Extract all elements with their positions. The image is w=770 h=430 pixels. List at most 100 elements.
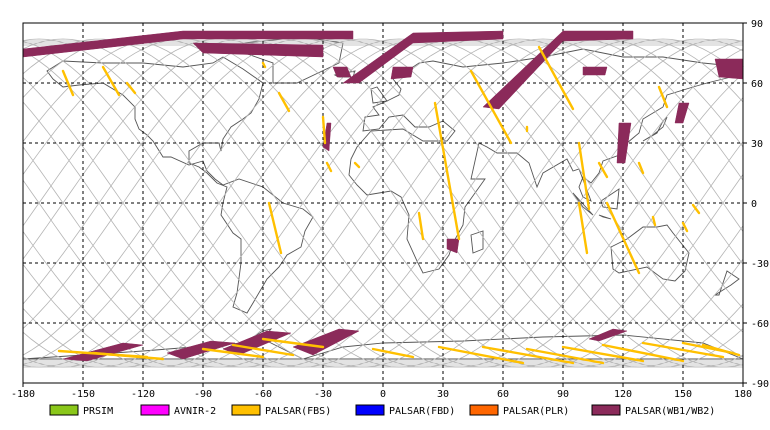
fbs-swath — [267, 201, 283, 255]
x-tick-label: -150 — [71, 389, 95, 400]
palsar-wb-swaths — [22, 30, 744, 362]
legend-label: AVNIR-2 — [174, 406, 216, 417]
fbs-swath — [651, 215, 657, 227]
x-tick-label: 150 — [674, 389, 692, 400]
x-tick-label: 90 — [557, 389, 569, 400]
fbs-swath — [469, 69, 513, 145]
orbit-track — [22, 38, 744, 368]
legend-label: PALSAR(FBS) — [265, 406, 331, 417]
fbs-swath — [601, 343, 685, 363]
x-tick-label: -180 — [11, 389, 35, 400]
legend-item: AVNIR-2 — [140, 404, 216, 417]
fbs-swath — [641, 341, 725, 359]
graticule-grid — [23, 23, 743, 383]
fbs-swath — [261, 337, 325, 349]
legend-swatch — [469, 404, 499, 416]
legend: PRSIM AVNIR-2 PALSAR(FBS) PALSAR(FBD) PALSAR… — [49, 404, 715, 417]
fbs-swath — [353, 161, 361, 169]
latitude-tick-labels: 90 60 30 0 -30 -60 -90 — [743, 19, 769, 390]
coastline — [598, 214, 612, 220]
x-tick-label: 60 — [497, 389, 509, 400]
legend-swatch — [591, 404, 621, 416]
wb-swath — [292, 328, 360, 356]
fbs-swath — [605, 201, 641, 275]
wb-swath — [582, 66, 608, 76]
fbs-swath — [637, 161, 645, 175]
coastline — [46, 56, 314, 314]
legend-label: PALSAR(WB1/WB2) — [625, 406, 715, 417]
x-tick-label: -60 — [254, 389, 272, 400]
y-tick-label: 60 — [751, 79, 763, 90]
wb-swath — [166, 340, 236, 360]
fbs-swath — [681, 221, 689, 233]
fbs-swath — [537, 45, 575, 111]
coastline — [713, 270, 740, 296]
orbit-track — [22, 38, 744, 368]
wb-swath — [62, 342, 144, 362]
wb-swath — [446, 238, 460, 254]
legend-item: PALSAR(PLR) — [469, 404, 569, 417]
x-tick-label: 180 — [734, 389, 752, 400]
fbs-swath — [91, 351, 165, 361]
fbs-swath — [231, 343, 295, 357]
y-tick-label: -90 — [751, 379, 769, 390]
legend-item: PALSAR(WB1/WB2) — [591, 404, 715, 417]
fbs-swath — [481, 345, 575, 365]
wb-swath — [674, 102, 690, 124]
y-tick-label: -60 — [751, 319, 769, 330]
fbs-swath — [325, 161, 333, 173]
coastline — [610, 224, 690, 282]
legend-label: PALSAR(PLR) — [503, 406, 569, 417]
wb-swath — [588, 328, 628, 342]
wb-swath — [714, 58, 744, 80]
longitude-tick-labels: -180 -150 -120 -90 -60 -30 0 30 60 90 120 150 180 — [11, 383, 752, 400]
fbs-swath — [261, 61, 267, 69]
coastline — [370, 86, 388, 104]
fbs-swath — [321, 115, 327, 145]
coastline — [470, 230, 484, 254]
x-tick-label: 120 — [614, 389, 632, 400]
x-tick-label: 30 — [437, 389, 449, 400]
wb-swath — [192, 42, 324, 58]
y-tick-label: 30 — [751, 139, 763, 150]
legend-swatch — [49, 404, 79, 416]
x-tick-label: -120 — [131, 389, 155, 400]
fbs-swath — [101, 65, 121, 97]
x-tick-label: -30 — [314, 389, 332, 400]
fbs-swath — [437, 345, 525, 365]
legend-item: PRSIM — [49, 404, 113, 417]
palsar-fbs-swaths — [57, 45, 741, 365]
x-tick-label: -90 — [194, 389, 212, 400]
fbs-swath — [577, 141, 591, 211]
legend-item: PALSAR(FBS) — [231, 404, 331, 417]
fbs-swath — [597, 161, 609, 179]
fbs-swath — [691, 203, 701, 215]
coastline — [348, 48, 744, 274]
legend-swatch — [355, 404, 385, 416]
legend-label: PALSAR(FBD) — [389, 406, 455, 417]
wb-swath — [342, 30, 504, 84]
fbs-swath — [577, 201, 589, 255]
fbs-swath — [433, 101, 461, 241]
fbs-swath — [417, 211, 425, 241]
fbs-swath — [61, 69, 75, 97]
fbs-swath — [701, 343, 741, 357]
wb-swath — [332, 66, 352, 78]
fbs-swath — [277, 91, 291, 113]
y-tick-label: -30 — [751, 259, 769, 270]
fbs-swath — [125, 81, 137, 95]
fbs-swath — [201, 347, 265, 359]
coastline — [642, 116, 668, 142]
fbs-swath — [525, 347, 605, 365]
coastline — [600, 188, 620, 210]
fbs-swath — [371, 347, 415, 359]
y-tick-label: 0 — [751, 199, 757, 210]
y-tick-label: 90 — [751, 19, 763, 30]
wb-swath — [390, 66, 414, 80]
legend-swatch — [231, 404, 261, 416]
coastline — [572, 192, 594, 216]
wb-swath — [616, 122, 632, 164]
legend-item: PALSAR(FBD) — [355, 404, 455, 417]
